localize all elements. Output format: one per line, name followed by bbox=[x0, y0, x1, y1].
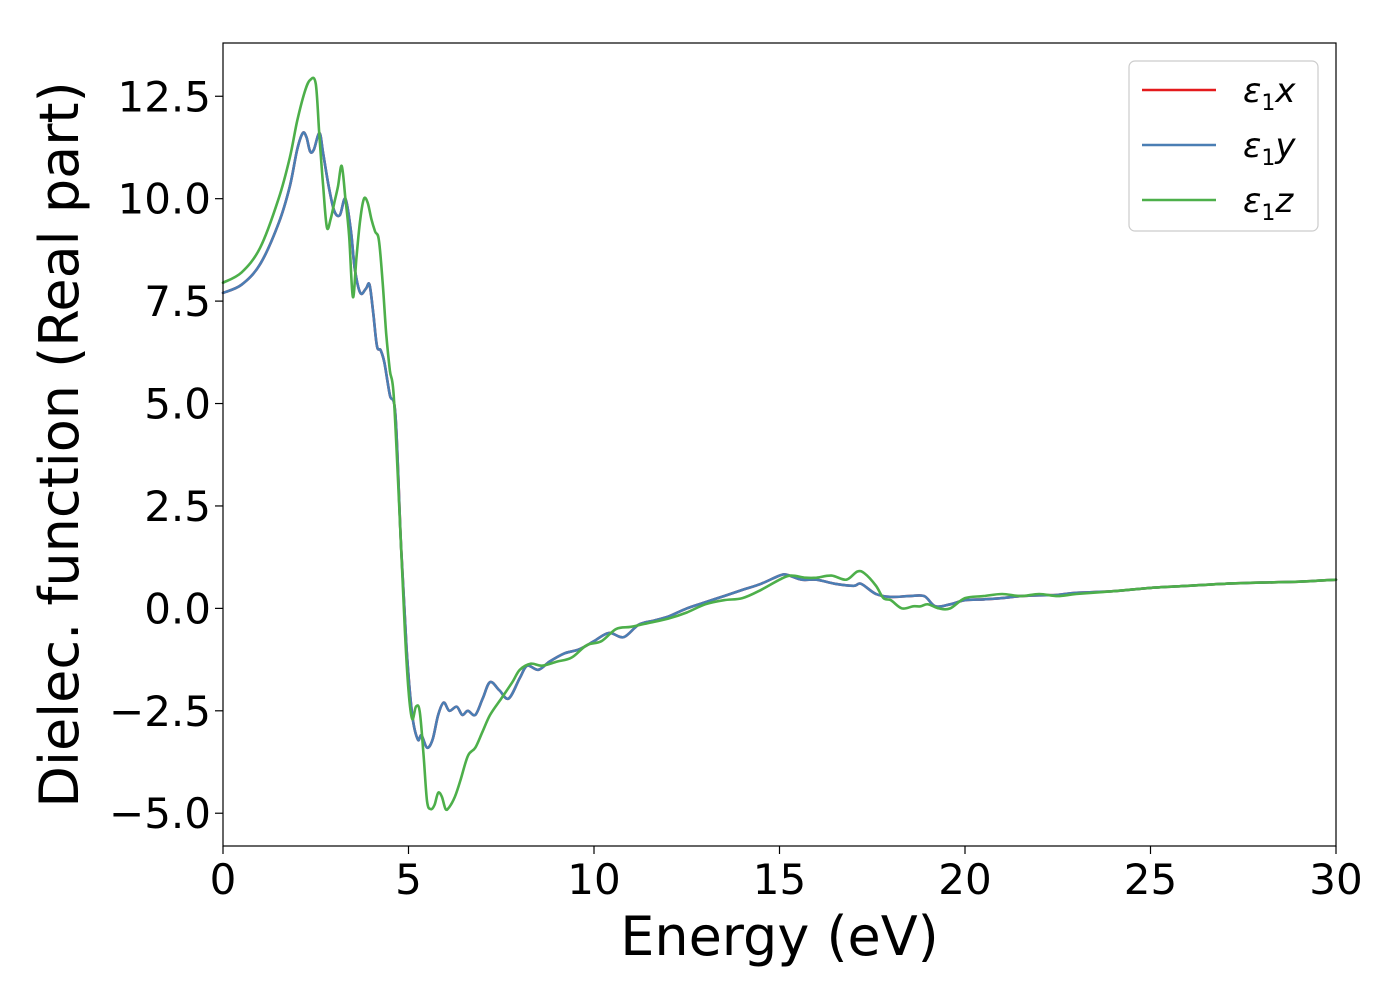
legend-label-2: ε1y bbox=[1243, 126, 1296, 171]
y-tick-label: 10.0 bbox=[117, 175, 211, 224]
y-axis-ticks: −5.0 −2.5 0.0 2.5 5.0 7.5 10.0 12.5 bbox=[109, 72, 223, 838]
x-tick-label: 10 bbox=[567, 855, 620, 904]
x-axis-label: Energy (eV) bbox=[620, 905, 939, 968]
legend: ε1x ε1y ε1z bbox=[1128, 60, 1319, 232]
x-tick-label: 15 bbox=[753, 855, 806, 904]
x-tick-label: 30 bbox=[1309, 855, 1362, 904]
legend-box bbox=[1128, 60, 1319, 232]
plot-frame bbox=[222, 42, 1337, 847]
x-tick-label: 20 bbox=[938, 855, 991, 904]
x-tick-label: 25 bbox=[1124, 855, 1177, 904]
y-tick-label: 12.5 bbox=[117, 72, 211, 121]
series-lines bbox=[221, 76, 1338, 812]
series-line-3 bbox=[221, 76, 1338, 812]
y-tick-label: −5.0 bbox=[109, 789, 211, 838]
x-tick-label: 5 bbox=[395, 855, 422, 904]
y-axis-label: Dielec. function (Real part) bbox=[28, 81, 91, 807]
y-tick-label: 0.0 bbox=[144, 584, 211, 633]
y-tick-label: 7.5 bbox=[144, 277, 211, 326]
legend-label-1: ε1x bbox=[1243, 71, 1296, 116]
x-tick-label: 0 bbox=[210, 855, 237, 904]
legend-label-3: ε1z bbox=[1243, 181, 1294, 226]
y-tick-label: −2.5 bbox=[109, 687, 211, 736]
x-axis-ticks: 0 5 10 15 20 25 30 bbox=[210, 846, 1363, 904]
y-tick-label: 2.5 bbox=[144, 482, 211, 531]
y-tick-label: 5.0 bbox=[144, 380, 211, 429]
